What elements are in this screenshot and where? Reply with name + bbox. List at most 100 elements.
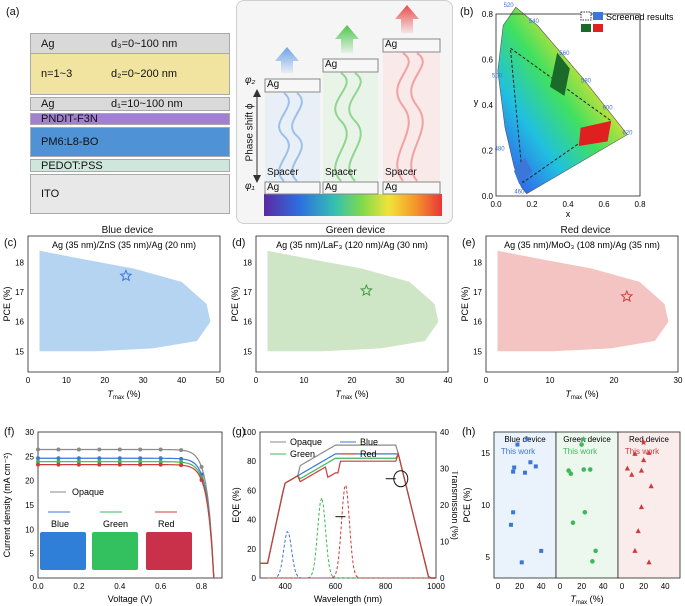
eqe-highlight-circle	[393, 470, 409, 488]
legend-green-swatch	[581, 24, 591, 32]
ag-bottom-label-red: Ag	[385, 182, 398, 193]
eqe-ytick: 80	[247, 457, 256, 466]
comparison-xtick: 40	[599, 582, 608, 591]
jv-frame	[37, 431, 223, 579]
comparison-group-bg	[493, 431, 557, 579]
literature-point	[641, 457, 647, 463]
cie-xtick: 0.6	[598, 200, 610, 209]
literature-point	[519, 560, 524, 565]
jv-marker	[56, 459, 61, 464]
literature-point	[528, 460, 533, 465]
literature-point	[512, 465, 517, 470]
eqe-ytick: 100	[243, 428, 257, 437]
literature-point	[511, 510, 516, 515]
stack-layer-name: Ag	[41, 98, 55, 110]
jv-marker	[97, 459, 102, 464]
jv-ytick: 25	[25, 452, 34, 461]
legend-blue-swatch	[593, 12, 603, 20]
eqe-y2label: Transmission (%)	[450, 470, 458, 540]
panel-label-h: (h)	[462, 426, 476, 438]
stack-layer-name: PNDIT-F3N	[41, 113, 98, 125]
literature-point	[508, 522, 513, 527]
jv-marker	[117, 462, 122, 467]
stack-layer-thickness: d₂=0~200 nm	[111, 68, 178, 80]
jv-series-line	[38, 461, 215, 579]
ag-bottom-label-green: Ag	[325, 182, 338, 193]
jv-marker	[36, 462, 40, 467]
eqe-series-line	[260, 452, 436, 579]
cie-wavelength-label: 520	[504, 3, 515, 9]
stack-layer-name: Ag	[41, 38, 55, 50]
eqe-ytick: 0	[252, 574, 257, 583]
ag-label-red: Ag	[385, 39, 398, 50]
eqe-ytick: 20	[247, 545, 256, 554]
eqe-series-line	[260, 453, 436, 579]
this-work-star-icon	[119, 269, 133, 282]
literature-point	[638, 467, 645, 473]
pce-frame	[255, 235, 449, 373]
pce-xtick: 20	[610, 376, 619, 385]
comparison-xtick: 40	[661, 582, 670, 591]
pce-scatter-cloud	[39, 250, 211, 352]
stack-layer: Ag d₃=0~100 nm	[30, 33, 230, 55]
pce-xlabel: Tmax (%)	[565, 389, 598, 401]
pce-ylabel: PCE (%)	[230, 286, 240, 321]
pce-ylabel: PCE (%)	[460, 286, 470, 321]
cie-locus	[497, 6, 628, 195]
jv-legend-green: Green	[103, 519, 128, 529]
cie-wavelength-label: 600	[603, 106, 614, 112]
cie-wavelength-label: 540	[529, 19, 540, 25]
comparison-group-title: Blue device	[504, 435, 546, 444]
comparison-ytick: 5	[486, 553, 491, 562]
ag-bottom-green	[322, 181, 379, 195]
literature-point	[646, 559, 652, 565]
device-photo	[146, 532, 192, 570]
this-work-star-icon	[523, 435, 531, 443]
cie-ytick: 0.0	[482, 192, 494, 201]
jv-marker	[76, 456, 81, 461]
panel-label-a: (a)	[6, 6, 20, 18]
jv-ytick: 20	[25, 477, 34, 486]
jv-marker	[97, 447, 102, 452]
pce-xtick: 30	[139, 376, 148, 385]
stack-layer: PEDOT:PSS	[30, 159, 230, 172]
pce-ytick: 18	[15, 259, 24, 268]
literature-point	[581, 467, 587, 472]
eqe-legend-green: Green	[290, 449, 315, 459]
cie-red-region	[578, 120, 612, 146]
comparison-xtick: 0	[496, 582, 501, 591]
stack-layer-name: n=1~3	[41, 68, 73, 80]
pce-ytick: 18	[473, 259, 482, 268]
pce-xtick: 30	[674, 376, 683, 385]
jv-legend-opaque: Opaque	[72, 487, 104, 497]
jv-ytick: 5	[30, 550, 35, 559]
this-work-label: This work	[563, 447, 598, 456]
pce-xtick: 40	[444, 376, 453, 385]
cie-wavelength-label: 500	[492, 74, 503, 80]
pce-xtick: 0	[26, 376, 31, 385]
stack-layer: PM6:L8-BO	[30, 127, 230, 157]
jv-marker	[56, 456, 61, 461]
pce-xtick: 10	[546, 376, 555, 385]
eqe-xtick: 800	[379, 582, 393, 591]
jv-xlabel: Voltage (V)	[108, 594, 153, 604]
jv-marker	[97, 456, 102, 461]
cie-wavelength-label: 480	[495, 147, 506, 153]
spacer-label-red: Spacer	[385, 167, 417, 178]
jv-marker	[117, 447, 122, 452]
pce-ytick: 16	[15, 318, 24, 327]
pce-xtick: 20	[100, 376, 109, 385]
jv-chart: 0.0 0.2 0.4 0.6 0.8 0 5 10 15 20 25 30 Voltage (V) Cu…	[2, 428, 223, 604]
jv-marker	[56, 447, 61, 452]
pce-ytick: 15	[473, 347, 482, 356]
pce-ytick: 16	[243, 318, 252, 327]
pce-xtick: 0	[254, 376, 259, 385]
literature-point	[629, 471, 635, 477]
cie-ytick: 0.2	[482, 147, 494, 156]
comparison-xtick: 20	[639, 582, 648, 591]
ag-bottom-red	[382, 181, 441, 195]
this-work-label: This work	[625, 447, 660, 456]
literature-point	[568, 471, 574, 477]
comparison-xtick: 0	[620, 582, 625, 591]
pce-scatter-chart: Ag (35 nm)/LaF₃ (120 nm)/Ag (30 nm) 15 16 1…	[230, 235, 453, 401]
